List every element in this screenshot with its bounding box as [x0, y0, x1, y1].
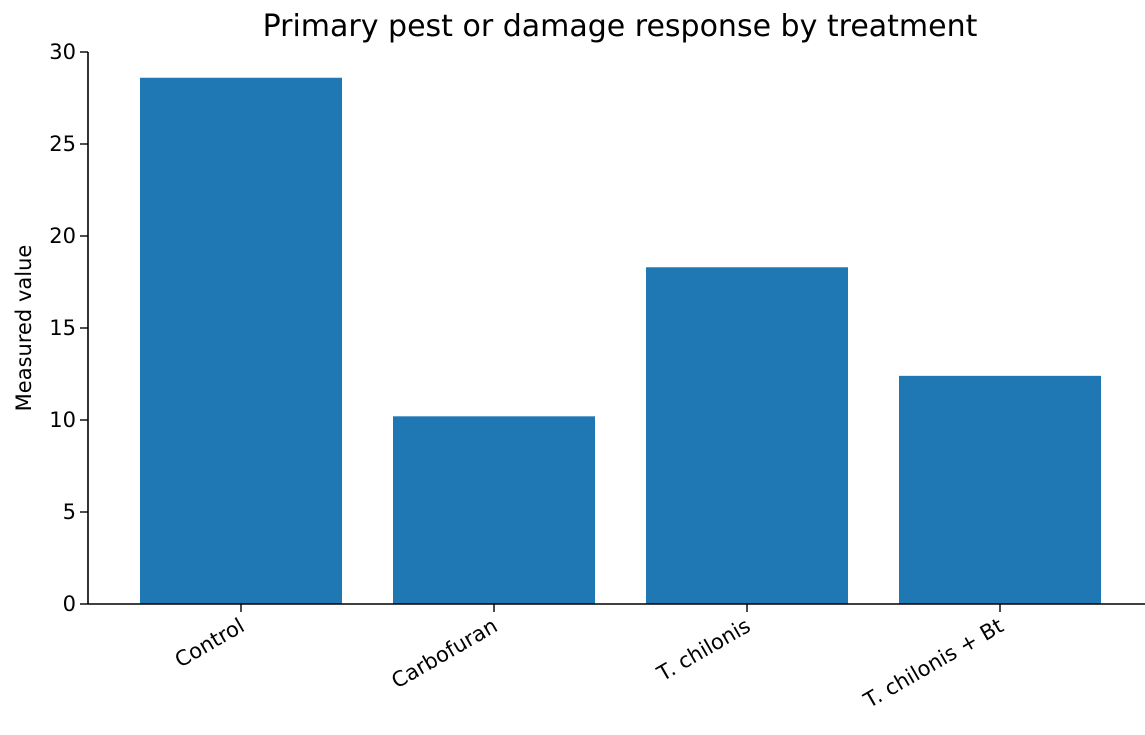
y-axis-ticks: 0 5 10 15 20 25 30: [49, 40, 88, 616]
bars-group: [140, 77, 1101, 604]
chart-title: Primary pest or damage response by treat…: [263, 9, 978, 44]
bar-t-chilonis-bt: [899, 375, 1101, 604]
y-axis-label: Measured value: [12, 245, 36, 412]
y-tick-label: 10: [49, 408, 76, 432]
x-axis-ticks: Control Carbofuran T. chilonis T. chilonis …: [171, 604, 1008, 713]
y-tick-label: 5: [63, 500, 76, 524]
bar-control: [140, 77, 342, 604]
x-tick-label: T. chilonis: [652, 614, 754, 687]
y-tick-label: 20: [49, 224, 76, 248]
bar-t-chilonis: [646, 267, 848, 604]
bar-carbofuran: [393, 416, 595, 604]
y-tick-label: 25: [49, 132, 76, 156]
y-tick-label: 15: [49, 316, 76, 340]
x-tick-label: Control: [171, 614, 249, 673]
x-tick-label: T. chilonis + Bt: [859, 614, 1008, 714]
x-tick-label: Carbofuran: [387, 614, 501, 694]
y-tick-label: 0: [63, 592, 76, 616]
y-tick-label: 30: [49, 40, 76, 64]
